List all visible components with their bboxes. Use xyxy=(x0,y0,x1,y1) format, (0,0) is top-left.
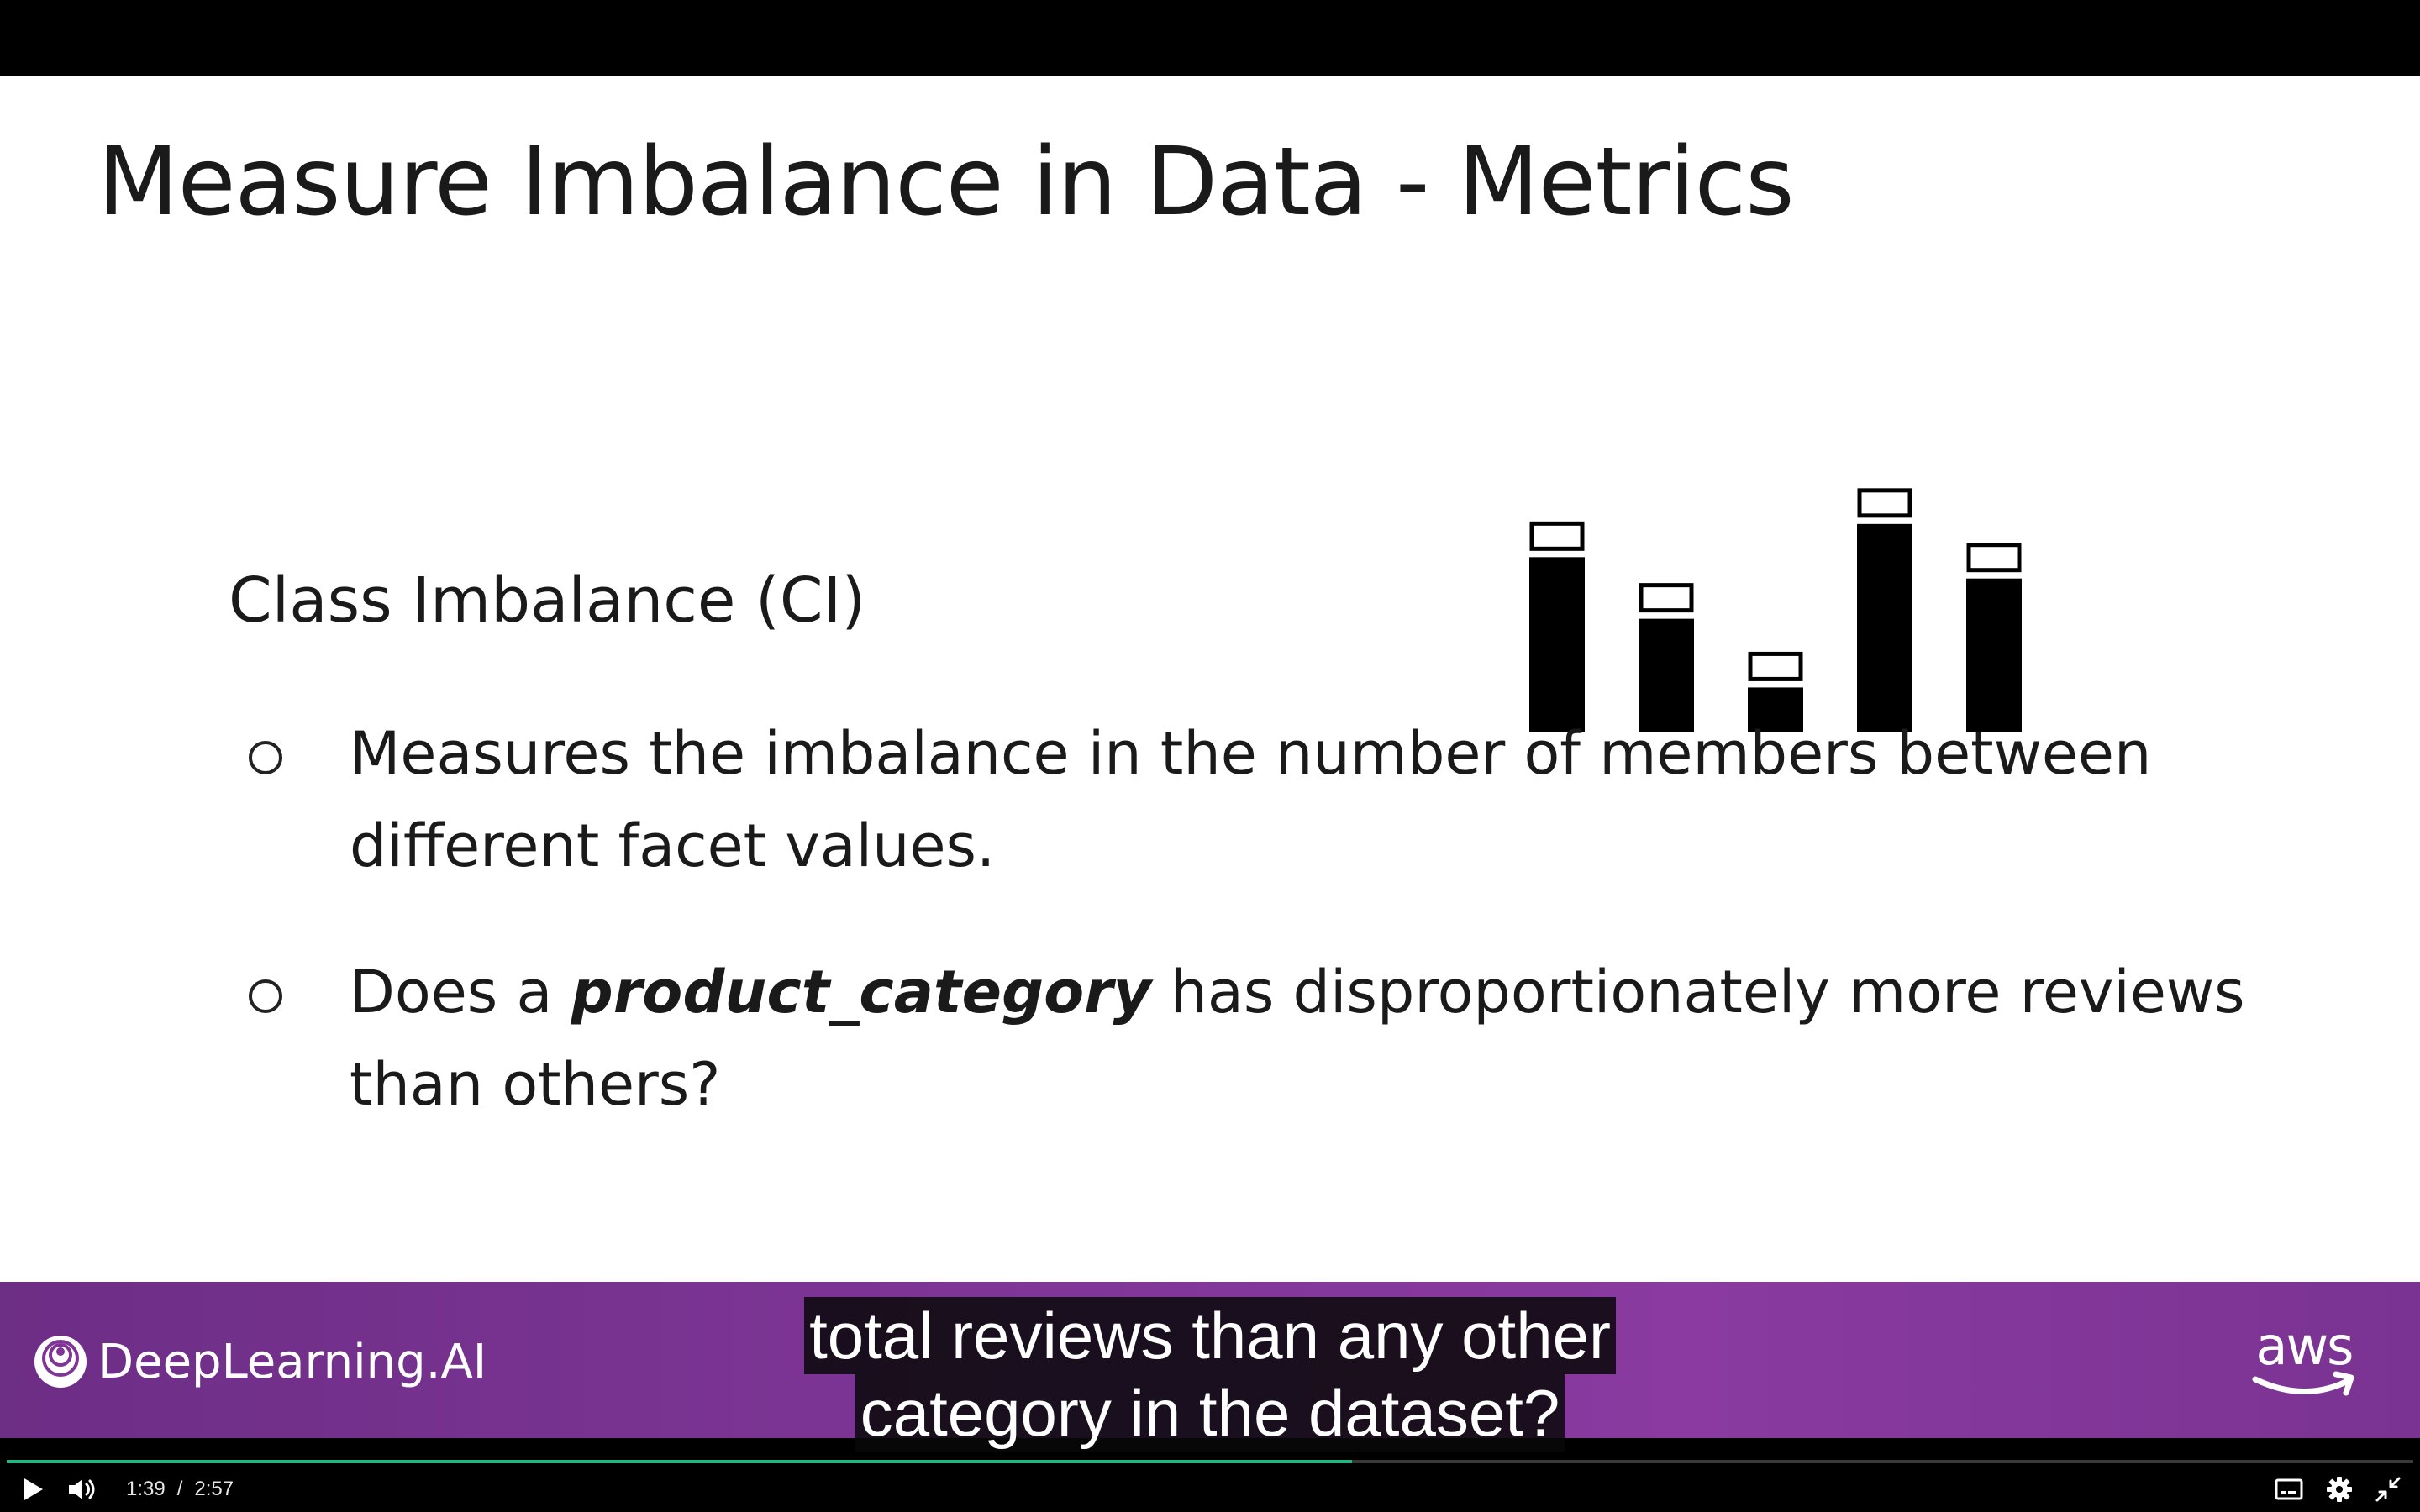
bullet-1-pre: Measures the imbalance in the number of … xyxy=(350,719,2152,880)
deeplearning-ai-logo: DeepLearning.AI xyxy=(32,1324,487,1399)
bullet-text-1: Measures the imbalance in the number of … xyxy=(350,707,2299,892)
chart-bar-marker-3 xyxy=(1748,651,1803,681)
bullet-2-post: has disproportionately more reviews than… xyxy=(350,958,2245,1119)
chart-bar-5 xyxy=(1966,578,2022,732)
slide-title: Measure Imbalance in Data - Metrics xyxy=(97,128,1795,237)
chart-bar-4 xyxy=(1857,523,1912,732)
chart-bar-3 xyxy=(1748,687,1803,732)
settings-button[interactable] xyxy=(2323,1472,2356,1507)
brand-name: DeepLearning.AI xyxy=(97,1334,487,1389)
aws-smile-icon xyxy=(2252,1371,2354,1396)
play-icon xyxy=(24,1478,43,1500)
player-controls: 1:39 / 2:57 xyxy=(0,1467,2420,1512)
time-display: 1:39 / 2:57 xyxy=(126,1467,234,1512)
volume-icon xyxy=(69,1479,95,1499)
bullet-marker xyxy=(249,741,282,774)
bar-chart xyxy=(1529,488,2022,732)
section-heading: Class Imbalance (CI) xyxy=(229,564,866,637)
time-separator: / xyxy=(176,1478,183,1500)
bullet-text-2: Does a product_category has disproportio… xyxy=(350,946,2299,1131)
progress-bar[interactable] xyxy=(7,1460,2413,1463)
fullscreen-button[interactable] xyxy=(2371,1472,2405,1507)
chart-bar-marker-4 xyxy=(1857,488,1912,518)
captions-overlay: total reviews than any other category in… xyxy=(0,1297,2420,1452)
aws-logo: aws xyxy=(2245,1315,2363,1408)
progress-bar-fill xyxy=(7,1460,1352,1463)
chart-bar-marker-5 xyxy=(1966,543,2022,573)
captions-icon xyxy=(2275,1478,2303,1500)
deeplearning-logo-icon xyxy=(34,1336,87,1388)
duration: 2:57 xyxy=(194,1478,234,1500)
current-time: 1:39 xyxy=(126,1478,166,1500)
gear-icon xyxy=(2327,1477,2352,1502)
aws-wordmark: aws xyxy=(2255,1315,2354,1377)
chart-bar-1 xyxy=(1529,557,1585,732)
bullet-marker xyxy=(249,979,282,1013)
volume-button[interactable] xyxy=(62,1472,103,1507)
chart-bar-marker-1 xyxy=(1529,521,1585,551)
play-button[interactable] xyxy=(15,1472,50,1507)
chart-bar-2 xyxy=(1639,618,1694,732)
bullet-2-emphasis: product_category xyxy=(571,958,1152,1026)
captions-button[interactable] xyxy=(2272,1472,2306,1507)
caption-line-2: category in the dataset? xyxy=(855,1374,1565,1452)
exit-fullscreen-icon xyxy=(2375,1477,2401,1502)
slide: Measure Imbalance in Data - Metrics Clas… xyxy=(0,76,2420,1282)
chart-bar-marker-2 xyxy=(1639,583,1694,613)
bullet-2-pre: Does a xyxy=(350,958,571,1026)
caption-line-1: total reviews than any other xyxy=(804,1297,1616,1374)
